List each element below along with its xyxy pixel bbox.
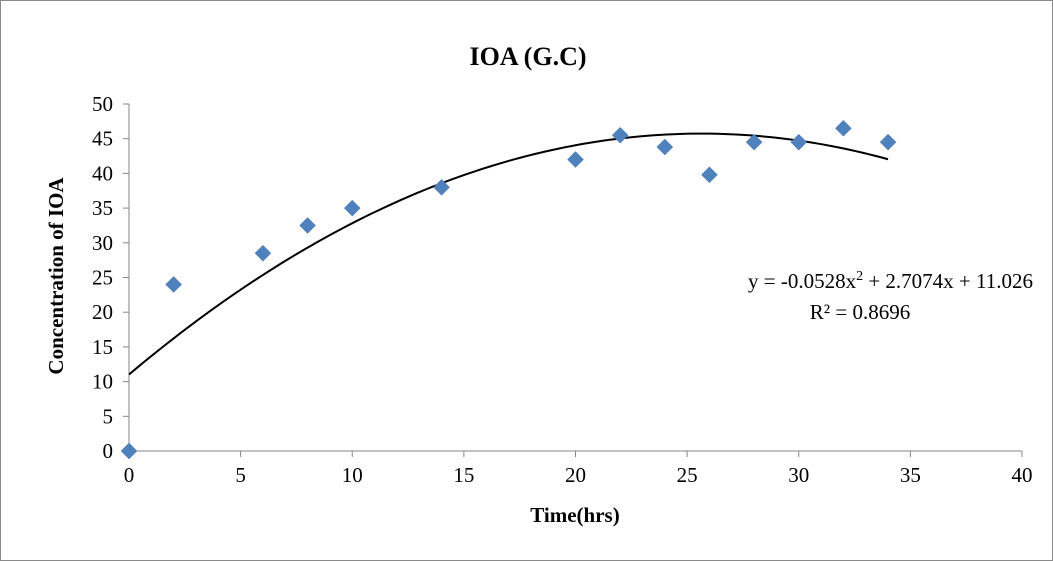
y-tick-label: 50 [92, 92, 113, 116]
y-tick-label: 40 [92, 161, 113, 185]
data-point [254, 244, 272, 262]
y-tick-label: 5 [103, 404, 114, 428]
data-point [165, 276, 183, 293]
chart-title: IOA (G.C) [470, 42, 587, 71]
x-axis-ticks: 0 5 10 15 20 25 30 35 40 [124, 451, 1033, 487]
x-tick-label: 0 [124, 463, 135, 487]
data-points [120, 119, 897, 460]
data-point [879, 133, 897, 151]
trendline-equation: y = -0.0528x2 + 2.7074x + 11.026 [748, 269, 1033, 293]
data-point [701, 166, 718, 184]
y-tick-label: 25 [92, 266, 113, 290]
data-point [567, 151, 584, 168]
y-axis-ticks: 0 5 10 15 20 25 30 35 40 45 50 [92, 92, 129, 463]
data-point [790, 133, 808, 151]
data-point [745, 133, 763, 151]
data-point [343, 199, 361, 217]
x-axis-title: Time(hrs) [530, 503, 619, 527]
y-tick-label: 20 [92, 300, 113, 324]
x-tick-label: 5 [235, 463, 246, 487]
data-point [835, 119, 852, 137]
x-tick-label: 15 [453, 463, 474, 487]
data-point [433, 178, 450, 196]
y-tick-label: 0 [103, 439, 114, 463]
x-tick-label: 20 [565, 463, 586, 487]
data-point [120, 442, 138, 460]
plot-area: 0 5 10 15 20 25 30 35 40 45 50 0 5 10 15 20 25 30 35 40 [92, 92, 1033, 487]
data-point [611, 126, 629, 144]
trendline-equation-suffix: + 2.7074x + 11.026 [863, 269, 1033, 293]
x-tick-label: 35 [900, 463, 921, 487]
y-tick-label: 10 [92, 370, 113, 394]
x-tick-label: 25 [677, 463, 698, 487]
data-point [299, 217, 316, 234]
y-axis-title: Concentration of IOA [44, 177, 68, 375]
x-tick-label: 30 [788, 463, 809, 487]
trendline-equation-exponent: 2 [856, 269, 863, 284]
data-point [656, 138, 674, 156]
trendline-equation-prefix: y = -0.0528x [748, 269, 857, 293]
y-tick-label: 35 [92, 196, 113, 220]
x-tick-label: 10 [342, 463, 363, 487]
r-squared-label: R² = 0.8696 [810, 300, 910, 324]
y-tick-label: 30 [92, 231, 113, 255]
y-tick-label: 15 [92, 335, 113, 359]
y-tick-label: 45 [92, 127, 113, 151]
x-tick-label: 40 [1012, 463, 1033, 487]
trendline [128, 132, 889, 376]
